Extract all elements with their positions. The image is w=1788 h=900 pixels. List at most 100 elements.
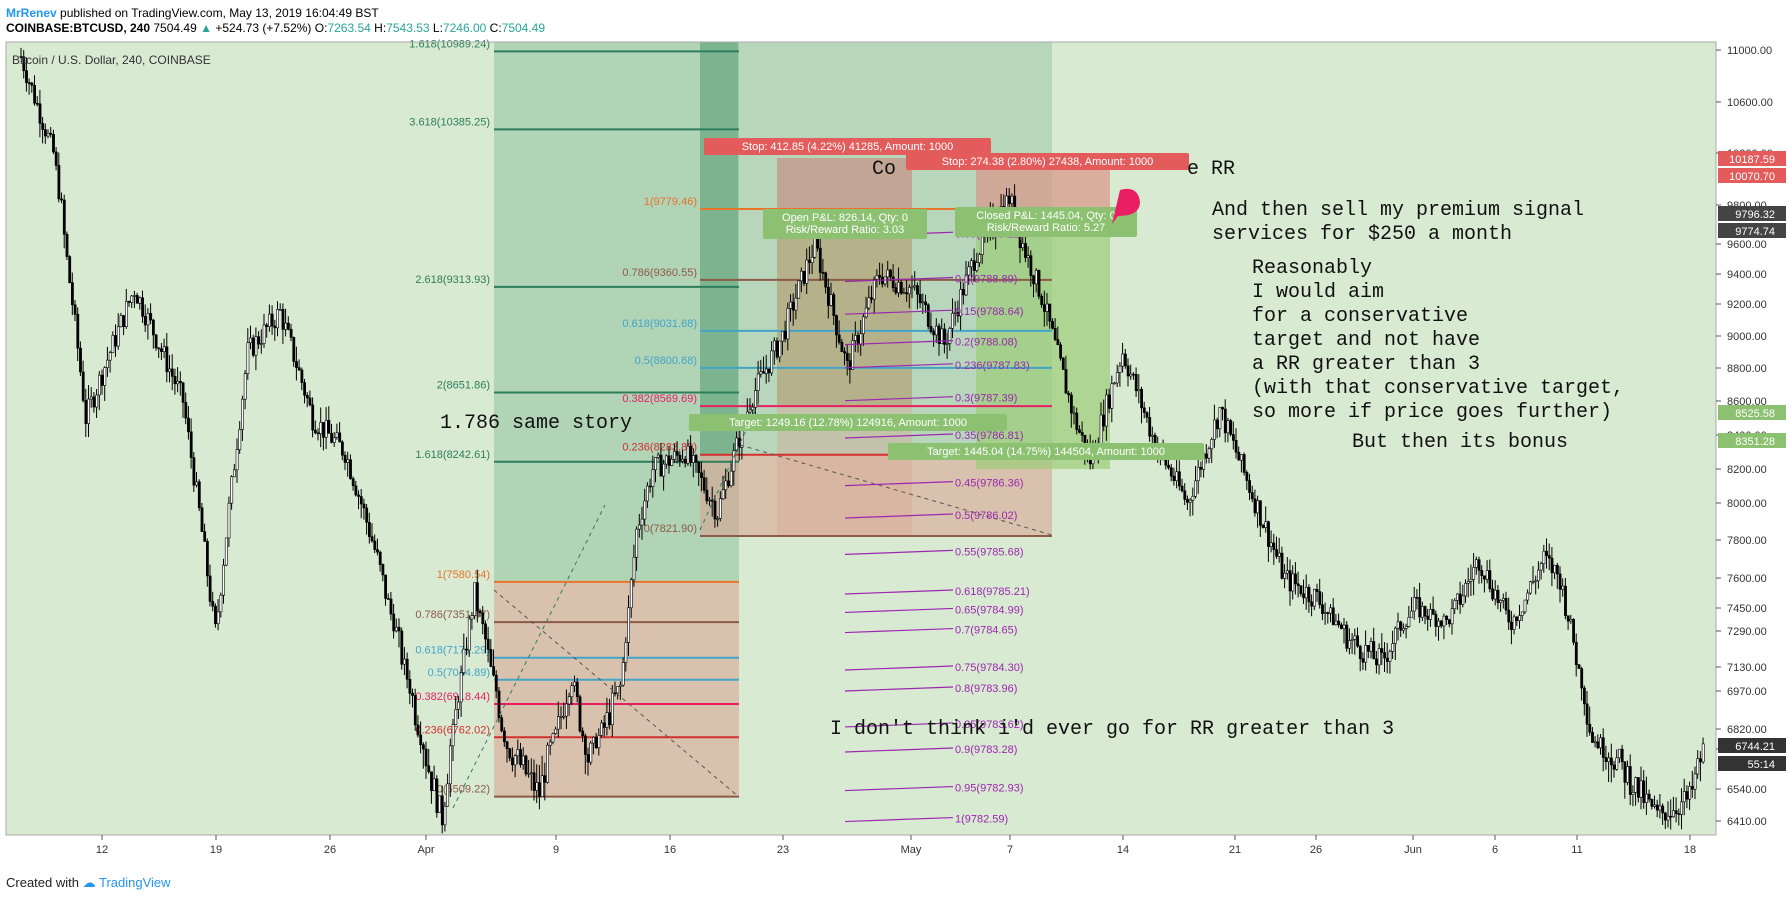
purple-level-8[interactable] [844,513,954,519]
candle-body [432,778,436,792]
annotation-8[interactable]: target and not have [1252,329,1480,352]
stop-label-2-box[interactable] [906,153,1189,170]
purple-level-12[interactable] [844,627,954,634]
purple-level-10[interactable] [844,589,954,595]
candle-body [956,312,960,317]
candle-body [729,470,733,486]
candle-body [1466,580,1470,584]
candle-body [775,340,779,358]
candle-body [1431,609,1435,615]
annotation-11[interactable]: so more if price goes further) [1252,401,1612,424]
candle-body [243,373,247,400]
target-label-1-box[interactable] [689,414,1007,431]
candle-body [165,346,169,373]
candle-body [259,343,263,345]
candle-body [235,449,239,471]
tradingview-link[interactable]: TradingView [99,875,171,890]
candle-body [1674,810,1678,814]
candle-body [95,394,99,408]
candle-body [1223,408,1227,434]
candle-body [362,503,366,509]
purple-label-1: 0.1(9788.89) [955,274,1017,286]
candle-body [68,256,72,283]
purple-level-17[interactable] [844,785,954,792]
candle-body [251,337,255,356]
candle-body [643,500,647,520]
candle-body [762,371,766,374]
created-with-text: Created with [6,875,79,890]
purple-level-1[interactable] [844,276,954,283]
annotation-13[interactable]: I don't think i'd ever go for RR greater… [830,718,1394,741]
annotation-10[interactable]: (with that conservative target, [1252,377,1624,400]
candle-body [600,722,604,736]
candle-body [1618,748,1621,759]
x-tick-label-4: 9 [553,844,559,856]
annotation-6[interactable]: I would aim [1252,281,1384,304]
candle-body [524,755,528,775]
annotation-2[interactable]: e RR [1187,158,1235,181]
candle-body [1634,777,1638,793]
candle-body [662,463,666,477]
pnl-label-2-box[interactable] [955,207,1137,237]
purple-level-4[interactable] [844,363,954,369]
purple-level-13[interactable] [844,665,954,671]
candle-body [1410,610,1414,618]
candle-body [262,324,266,344]
purple-level-14[interactable] [844,686,954,692]
candle-body [316,432,320,435]
candle-body [424,748,428,767]
candle-body [459,672,463,703]
annotation-4[interactable]: services for $250 a month [1212,223,1512,246]
purple-level-9[interactable] [844,549,954,555]
candle-body [835,315,838,336]
candle-body [1242,454,1246,473]
candle-body [497,690,501,719]
close-value: 7504.49 [501,21,546,35]
candle-body [511,757,514,766]
annotation-9[interactable]: a RR greater than 3 [1252,353,1480,376]
stop-label-1-box[interactable] [704,138,991,155]
candle-body [1072,412,1076,415]
pnl-label-1-box[interactable] [763,209,927,239]
purple-level-15[interactable] [844,722,954,728]
candle-body [227,502,231,539]
annotation-12[interactable]: But then its bonus [1352,431,1568,454]
purple-level-6[interactable] [844,433,954,439]
candle-body [837,334,841,343]
candle-body [1107,394,1111,409]
purple-level-7[interactable] [844,481,954,487]
annotation-5[interactable]: Reasonably [1252,257,1372,280]
purple-level-11[interactable] [844,607,954,614]
annotation-1[interactable]: Co [872,158,896,181]
candle-body [427,765,431,773]
purple-level-18[interactable] [844,816,954,823]
purple-level-2[interactable] [844,309,954,315]
annotation-7[interactable]: for a conservative [1252,305,1468,328]
tradingview-logo-icon[interactable]: ☁ [82,875,96,890]
candle-body [910,286,914,289]
candle-body [1367,645,1370,652]
candle-body [1488,570,1492,590]
annotation-3[interactable]: And then sell my premium signal [1212,199,1584,222]
candle-body [1021,243,1025,249]
candle-body [1502,598,1505,601]
long-target-zone[interactable] [494,42,739,582]
purple-level-5[interactable] [844,396,954,402]
candle-body [1688,786,1692,800]
candle-body [357,494,361,497]
candle-body [1631,792,1635,795]
candle-body [1240,454,1243,461]
candle-body [330,433,334,443]
candle-body [381,564,385,576]
annotation-0[interactable]: 1.786 same story [440,412,632,435]
purple-level-3[interactable] [844,340,954,346]
target-box-1[interactable] [777,209,912,407]
candle-body [1545,550,1549,556]
purple-level-16[interactable] [844,747,954,753]
candle-body [716,518,720,520]
target-label-2-box[interactable] [888,443,1204,460]
candle-body [1677,813,1681,815]
author-link[interactable]: MrRenev [6,6,57,20]
x-tick-label-12: Jun [1404,844,1422,856]
